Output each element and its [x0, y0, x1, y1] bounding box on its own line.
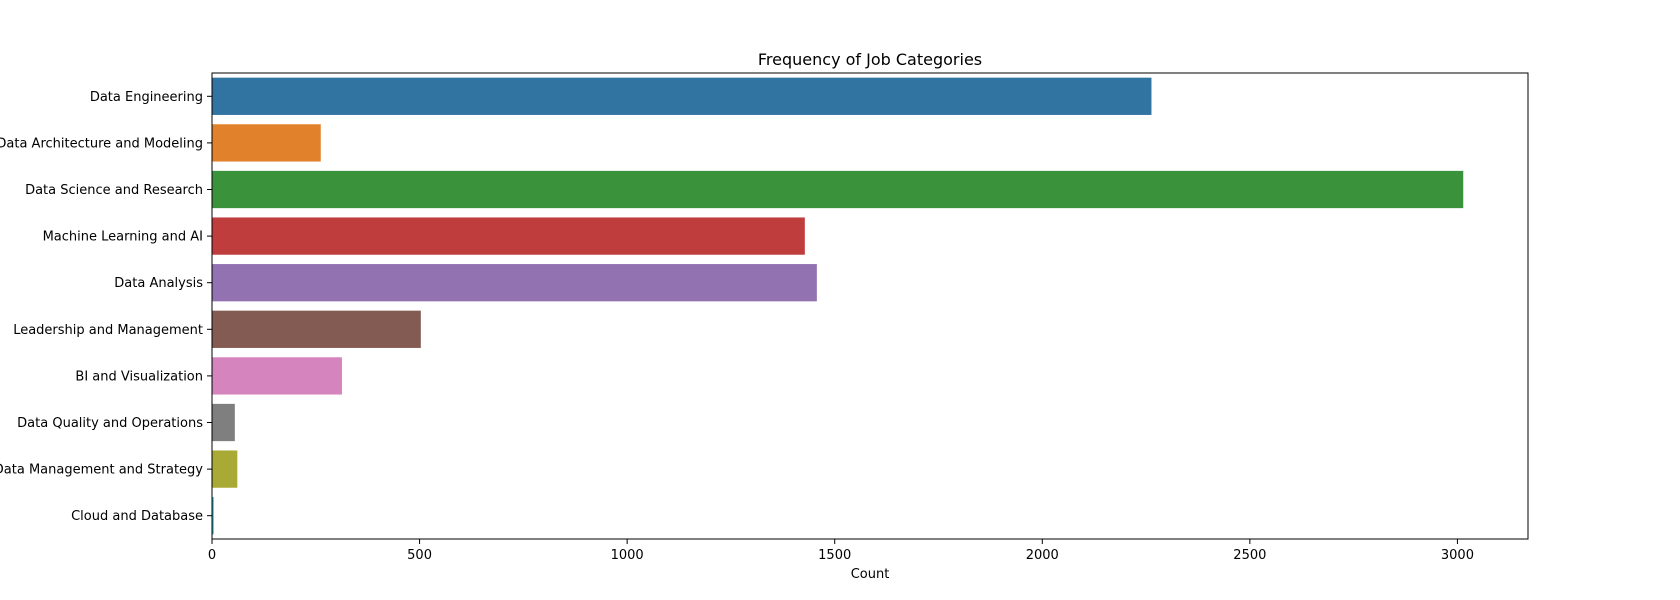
x-tick-label: 1500 [818, 548, 851, 563]
y-tick-label: Leadership and Management [13, 323, 203, 338]
axes-frame [211, 72, 1529, 540]
bar [212, 310, 421, 348]
bar [212, 403, 235, 442]
y-tick-label: Data Engineering [90, 90, 203, 105]
bar [212, 124, 321, 162]
x-tick-label: 2500 [1233, 548, 1266, 563]
bar [212, 264, 817, 302]
y-tick-label: Cloud and Database [71, 509, 203, 524]
y-tick-label: Data Analysis [114, 276, 203, 291]
x-tick-label: 500 [407, 548, 432, 563]
bar [212, 217, 805, 255]
y-tick-label: Data Science and Research [25, 183, 203, 198]
x-tick-label: 0 [208, 548, 216, 563]
y-tick-label: Data Quality and Operations [17, 416, 203, 431]
y-tick-label: Data Management and Strategy [0, 463, 203, 478]
bar [212, 450, 238, 488]
bar [212, 357, 342, 395]
bar [212, 497, 214, 535]
x-tick-label: 2000 [1026, 548, 1059, 563]
bar [212, 170, 1464, 209]
x-tick-label: 1000 [611, 548, 644, 563]
bar [212, 77, 1152, 115]
x-axis-label: Count [851, 567, 890, 582]
y-tick-label: Data Architecture and Modeling [0, 136, 203, 151]
y-tick-label: BI and Visualization [75, 369, 203, 384]
chart-title: Frequency of Job Categories [758, 50, 982, 69]
y-tick-label: Machine Learning and AI [43, 230, 203, 245]
x-tick-label: 3000 [1441, 548, 1474, 563]
plot-area: Data Engineering Data Architecture and Mo… [0, 72, 1529, 563]
